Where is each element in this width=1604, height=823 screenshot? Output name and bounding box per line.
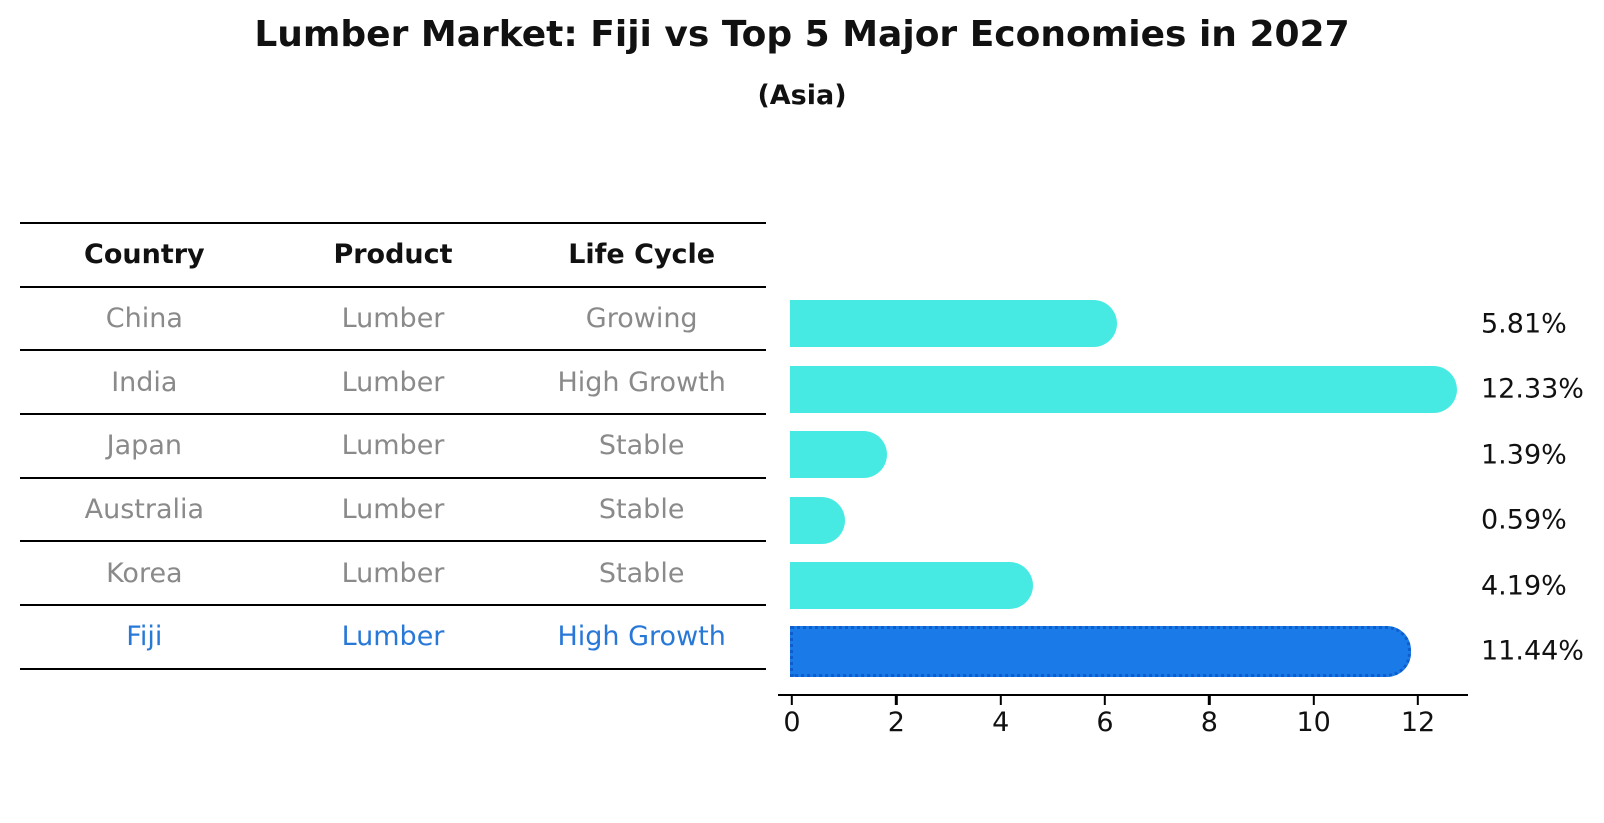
bar-value-label-fiji: 11.44% <box>1481 635 1584 667</box>
bar-value-label-korea: 4.19% <box>1481 570 1567 602</box>
cell-life-cycle: Stable <box>598 494 685 526</box>
cell-country: Fiji <box>126 621 163 653</box>
bar-fiji <box>790 625 1411 677</box>
chart-title: Lumber Market: Fiji vs Top 5 Major Econo… <box>254 14 1350 55</box>
chart-subtitle: (Asia) <box>757 80 847 111</box>
bar-china <box>790 300 1118 347</box>
cell-product: Lumber <box>341 557 445 589</box>
table-row: Japan Lumber Stable <box>20 415 766 479</box>
cell-product: Lumber <box>341 621 445 653</box>
cell-life-cycle: High Growth <box>557 366 726 398</box>
x-axis-tick-label: 6 <box>1096 707 1114 738</box>
bar-japan <box>790 431 887 479</box>
cell-country: Australia <box>84 494 205 526</box>
cell-country: India <box>111 366 178 398</box>
x-axis-tick <box>790 696 794 705</box>
cell-country: China <box>105 303 183 335</box>
column-header-product: Product <box>333 239 453 271</box>
table-row: Fiji Lumber High Growth <box>20 606 766 670</box>
x-axis <box>778 694 1468 697</box>
x-axis-tick-label: 2 <box>887 707 905 738</box>
bar-value-label-australia: 0.59% <box>1481 504 1567 536</box>
x-axis-tick-label: 8 <box>1200 707 1218 738</box>
table-row: Korea Lumber Stable <box>20 542 766 607</box>
bar-value-label-china: 5.81% <box>1481 308 1567 339</box>
cell-product: Lumber <box>341 430 445 462</box>
x-axis-tick-label: 4 <box>992 707 1010 738</box>
x-axis-tick-label: 12 <box>1400 707 1436 738</box>
table-header-row: Country Product Life Cycle <box>20 224 766 288</box>
country-table: Country Product Life Cycle China Lumber … <box>20 222 766 670</box>
bar-value-label-india: 12.33% <box>1481 373 1584 405</box>
cell-life-cycle: Stable <box>598 430 685 462</box>
table-row: China Lumber Growing <box>20 288 766 352</box>
cell-product: Lumber <box>341 366 445 398</box>
x-axis-tick <box>1103 696 1107 705</box>
x-axis-tick <box>1416 696 1420 705</box>
column-header-country: Country <box>84 239 205 271</box>
cell-country: Korea <box>106 557 183 589</box>
bar-value-label-japan: 1.39% <box>1481 439 1567 471</box>
x-axis-tick <box>999 696 1002 705</box>
x-axis-tick <box>895 696 898 705</box>
table-body: China Lumber Growing India Lumber High G… <box>20 288 766 670</box>
cell-product: Lumber <box>341 303 445 335</box>
table-row: Australia Lumber Stable <box>20 479 766 543</box>
cell-life-cycle: Stable <box>598 557 685 589</box>
x-axis-tick-label: 0 <box>783 707 801 738</box>
cell-life-cycle: Growing <box>585 303 698 335</box>
cell-country: Japan <box>106 430 182 462</box>
bar-australia <box>790 496 845 544</box>
cell-life-cycle: High Growth <box>557 621 726 653</box>
x-axis-tick-label: 10 <box>1296 707 1331 738</box>
table-row: India Lumber High Growth <box>20 351 766 416</box>
x-axis-tick <box>1208 696 1211 705</box>
bar-korea <box>790 562 1033 610</box>
column-header-life-cycle: Life Cycle <box>568 239 716 271</box>
cell-product: Lumber <box>341 494 445 526</box>
x-axis-tick <box>1312 696 1315 705</box>
bar-india <box>790 365 1458 413</box>
